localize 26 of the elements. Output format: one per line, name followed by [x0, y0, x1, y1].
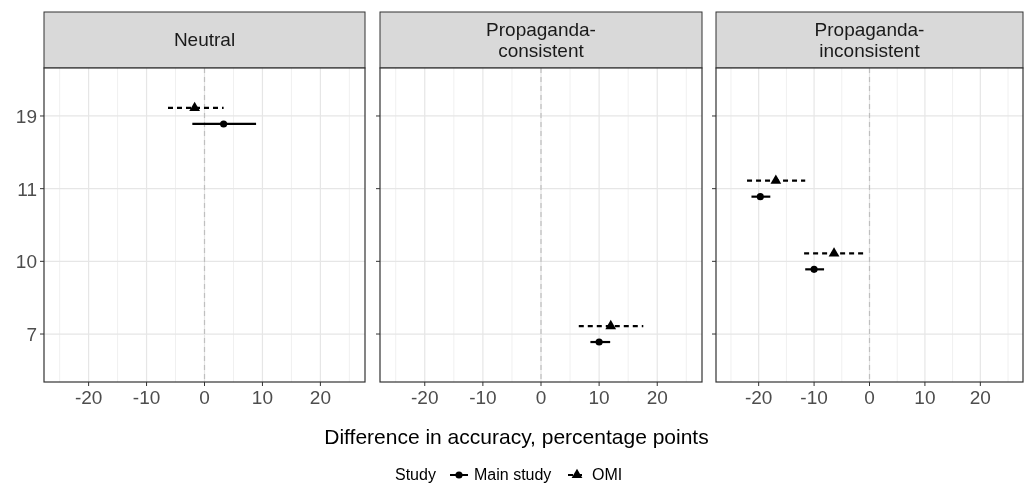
x-tick-label: 0 [864, 387, 875, 408]
x-tick-label: 20 [309, 387, 331, 408]
y-tick-label: 7 [26, 324, 37, 346]
chart-title: Propaganda- consistent [486, 19, 596, 61]
x-tick-label: -10 [132, 387, 161, 408]
x-axis-title: Difference in accuracy, percentage points [324, 425, 709, 448]
x-tick-label: 20 [646, 387, 668, 408]
x-tick-label: -10 [800, 387, 828, 408]
legend-label: OMI [592, 466, 623, 483]
x-tick-label: -10 [469, 387, 497, 408]
y-tick-label: 19 [15, 105, 37, 127]
x-tick-label: 10 [251, 387, 274, 408]
y-tick-label: 11 [17, 178, 37, 200]
x-tick-label: 10 [914, 387, 936, 408]
x-tick-label: 20 [969, 387, 991, 408]
legend-title: Study [395, 466, 436, 483]
x-tick-label: -20 [74, 387, 103, 408]
legend-label: Main study [474, 466, 552, 483]
x-tick-label: -20 [411, 387, 439, 408]
x-tick-label: -20 [744, 387, 773, 408]
chart-title: Propaganda- inconsistent [814, 19, 925, 61]
chart-title: Neutral [173, 29, 236, 50]
x-tick-label: 10 [588, 387, 610, 408]
x-tick-label: 0 [199, 387, 210, 408]
x-tick-label: 0 [535, 387, 547, 408]
y-tick-label: 10 [15, 251, 37, 273]
